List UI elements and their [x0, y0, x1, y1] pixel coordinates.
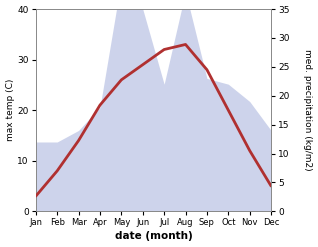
Y-axis label: max temp (C): max temp (C)	[5, 79, 15, 141]
Y-axis label: med. precipitation (kg/m2): med. precipitation (kg/m2)	[303, 49, 313, 171]
X-axis label: date (month): date (month)	[114, 231, 192, 242]
